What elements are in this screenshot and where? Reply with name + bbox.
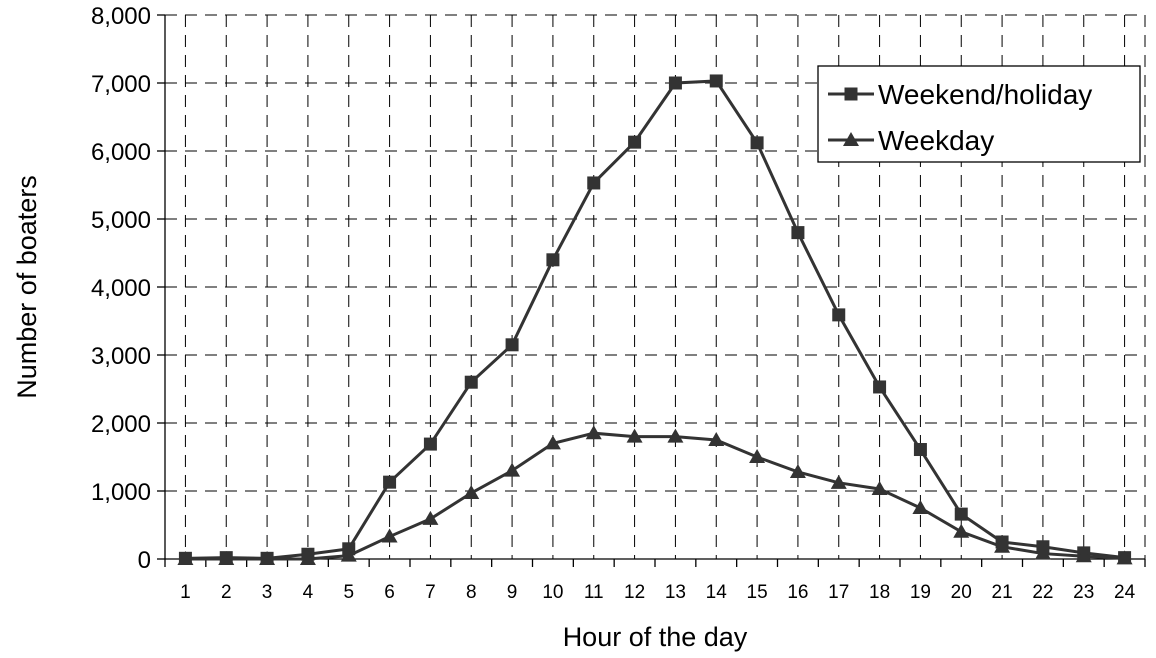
x-tick-label: 14 xyxy=(706,582,728,603)
x-tick-label: 18 xyxy=(869,582,890,603)
x-tick-label: 2 xyxy=(221,582,232,603)
x-axis-label: Hour of the day xyxy=(563,622,748,652)
data-point xyxy=(1034,545,1051,560)
x-tick-label: 19 xyxy=(910,582,931,603)
data-point xyxy=(830,474,847,489)
x-tick-label: 3 xyxy=(262,582,273,603)
data-point xyxy=(708,432,725,446)
data-point xyxy=(1075,548,1092,563)
data-point xyxy=(259,551,276,565)
data-point xyxy=(626,428,643,443)
x-tick-label: 4 xyxy=(303,582,314,603)
data-point xyxy=(544,435,561,450)
data-point xyxy=(1116,550,1133,565)
data-point xyxy=(913,443,927,457)
x-tick-label: 20 xyxy=(951,582,972,603)
data-point xyxy=(791,226,805,240)
series-line xyxy=(185,79,1125,560)
y-tick-label: 7,000 xyxy=(91,71,151,98)
x-tick-label: 9 xyxy=(507,582,518,603)
x-tick-label: 6 xyxy=(384,582,395,603)
data-point xyxy=(667,428,684,443)
x-tick-label: 24 xyxy=(1114,582,1136,603)
x-tick-label: 15 xyxy=(747,582,768,603)
data-point xyxy=(994,538,1011,553)
y-tick-label: 2,000 xyxy=(91,411,151,438)
legend-box xyxy=(817,65,1141,163)
data-point xyxy=(953,523,970,538)
data-point xyxy=(381,528,398,543)
data-point xyxy=(668,76,682,90)
data-point xyxy=(505,338,519,352)
legend-marker xyxy=(843,132,859,146)
x-tick-label: 12 xyxy=(624,582,645,603)
x-tick-label: 8 xyxy=(466,582,477,603)
x-tick-label: 16 xyxy=(787,582,808,603)
y-tick-label: 1,000 xyxy=(91,479,151,506)
data-point xyxy=(709,74,723,88)
legend-label: Weekend/holiday xyxy=(878,79,1092,110)
data-point xyxy=(464,375,478,389)
x-tick-label: 23 xyxy=(1073,582,1094,603)
data-point xyxy=(749,449,766,463)
data-point xyxy=(832,308,846,322)
y-tick-label: 4,000 xyxy=(91,275,151,302)
x-tick-label: 11 xyxy=(584,582,604,603)
x-tick-label: 1 xyxy=(180,582,191,603)
data-point xyxy=(218,551,235,565)
data-point xyxy=(504,462,521,477)
data-point xyxy=(585,425,602,440)
data-point xyxy=(587,176,601,190)
y-tick-label: 8,000 xyxy=(91,3,151,30)
y-tick-label: 0 xyxy=(138,547,151,574)
data-point xyxy=(177,551,194,565)
series-line xyxy=(185,431,1125,561)
series-layer xyxy=(177,74,1133,565)
x-tick-label: 5 xyxy=(343,582,354,603)
data-point xyxy=(750,136,764,150)
series-weekday xyxy=(177,425,1133,565)
x-tick-label: 22 xyxy=(1032,582,1053,603)
data-point xyxy=(628,135,642,149)
legend: Weekend/holiday Weekday xyxy=(817,65,1141,163)
y-tick-label: 5,000 xyxy=(91,207,151,234)
data-point xyxy=(340,547,357,562)
x-tick-label: 13 xyxy=(665,582,686,603)
data-point xyxy=(871,480,888,495)
data-point xyxy=(912,500,929,514)
legend-label: Weekday xyxy=(878,125,994,156)
y-tick-label: 6,000 xyxy=(91,139,151,166)
data-point xyxy=(954,507,968,521)
y-tick-label: 3,000 xyxy=(91,343,151,370)
data-point xyxy=(299,551,316,565)
axes-layer: 0 1,000 2,000 3,000 4,000 5,000 6,000 7,000 8,00… xyxy=(91,3,1146,603)
data-point xyxy=(789,463,806,478)
x-tick-label: 21 xyxy=(992,582,1013,603)
y-axis-label: Number of boaters xyxy=(12,175,42,399)
data-point xyxy=(873,380,887,394)
data-point xyxy=(422,510,439,525)
x-tick-label: 17 xyxy=(828,582,849,603)
data-point xyxy=(383,475,397,489)
data-point xyxy=(463,485,480,500)
x-tick-label: 7 xyxy=(425,582,436,603)
data-point xyxy=(546,253,560,267)
legend-marker xyxy=(844,87,858,101)
x-tick-label: 10 xyxy=(542,582,563,603)
data-point xyxy=(423,437,437,451)
